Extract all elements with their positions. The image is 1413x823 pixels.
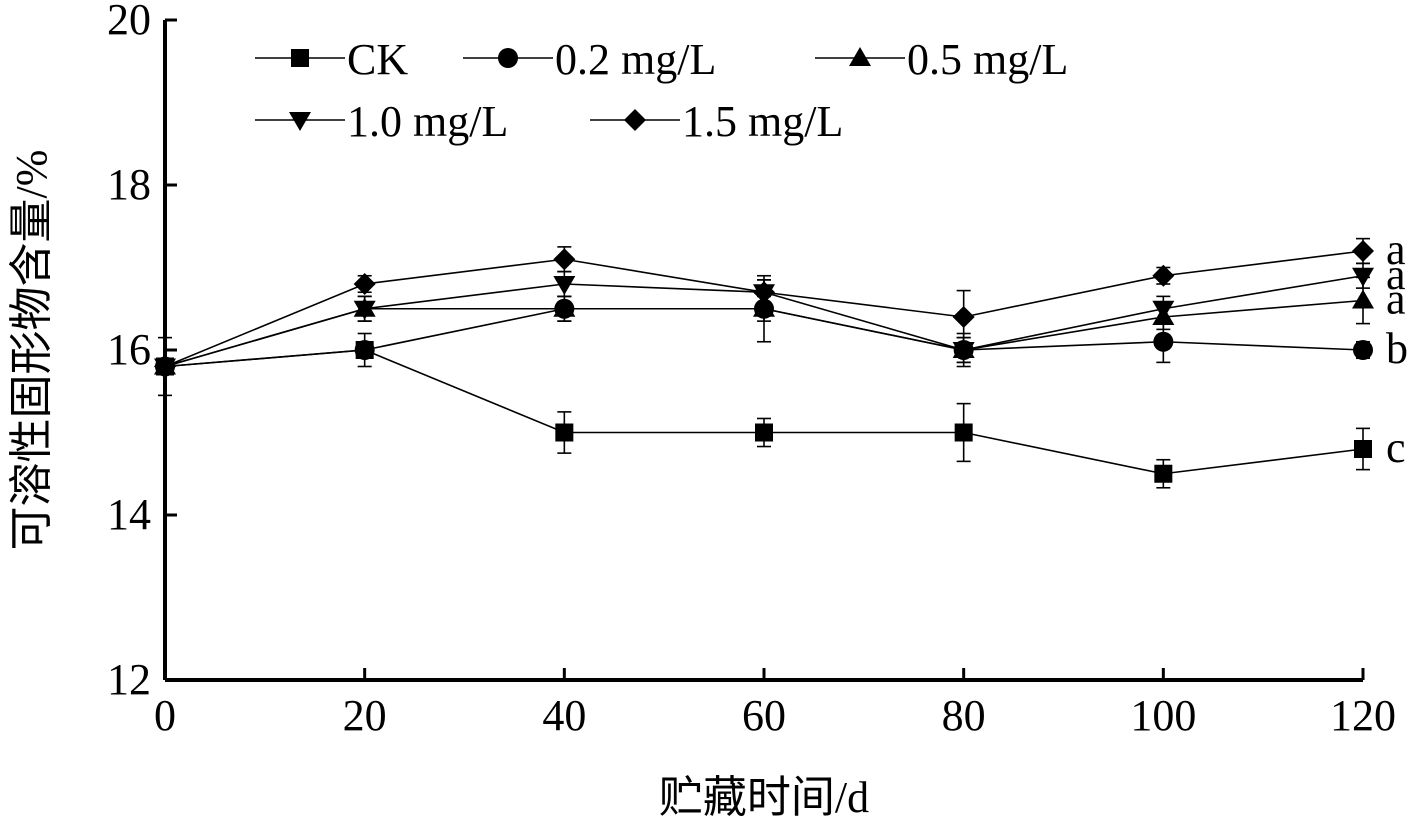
data-point xyxy=(1352,289,1374,309)
data-point xyxy=(1352,267,1374,287)
data-point xyxy=(354,340,375,360)
data-point xyxy=(1354,440,1372,458)
significance-letter: a xyxy=(1386,225,1406,274)
x-tick-label: 120 xyxy=(1330,691,1396,740)
data-point xyxy=(952,342,975,361)
y-tick-label: 14 xyxy=(107,490,151,539)
series-2: b xyxy=(155,274,1408,377)
data-point xyxy=(952,306,975,328)
data-point xyxy=(753,281,775,304)
x-tick-label: 40 xyxy=(542,691,586,740)
x-tick-label: 60 xyxy=(742,691,786,740)
legend-marker xyxy=(624,109,646,131)
series-3: a xyxy=(154,275,1406,375)
y-tick-label: 18 xyxy=(107,160,151,209)
legend-marker xyxy=(291,49,309,67)
data-point xyxy=(1353,340,1373,360)
data-point xyxy=(553,297,576,317)
data-point xyxy=(553,276,576,295)
data-point xyxy=(353,273,376,295)
x-tick-label: 20 xyxy=(343,691,387,740)
significance-letter: a xyxy=(1386,250,1406,299)
legend-item: 1.0 mg/L xyxy=(255,97,508,146)
legend-item: 0.2 mg/L xyxy=(463,35,716,84)
significance-letter: c xyxy=(1386,423,1406,472)
legend-marker xyxy=(498,48,518,68)
significance-letter: a xyxy=(1386,275,1406,324)
data-point xyxy=(353,300,376,320)
legend-label: 0.2 mg/L xyxy=(555,35,716,84)
legend-label: CK xyxy=(347,35,408,84)
data-point xyxy=(1352,240,1374,262)
legend-item: 1.5 mg/L xyxy=(590,97,843,146)
legend-item: CK xyxy=(255,35,408,84)
series-line xyxy=(164,349,1364,475)
data-point xyxy=(154,355,176,378)
x-tick-label: 100 xyxy=(1130,691,1196,740)
legend-marker xyxy=(289,112,311,131)
y-axis-title: 可溶性固形物含量/% xyxy=(7,150,56,551)
data-point xyxy=(1153,331,1174,352)
x-tick-label: 80 xyxy=(942,691,986,740)
series-1: c xyxy=(156,332,1406,489)
data-point xyxy=(755,423,773,442)
series-5: a xyxy=(154,225,1406,378)
legend-label: 1.0 mg/L xyxy=(347,97,508,146)
x-tick-label: 0 xyxy=(154,691,176,740)
y-tick-label: 20 xyxy=(107,0,151,44)
legend-marker xyxy=(849,47,871,66)
y-tick-label: 12 xyxy=(107,655,151,704)
legend-label: 1.5 mg/L xyxy=(682,97,843,146)
x-axis-title: 贮藏时间/d xyxy=(659,773,869,822)
y-tick-label: 16 xyxy=(107,325,151,374)
data-point xyxy=(553,248,576,271)
data-point xyxy=(1152,264,1175,287)
data-point xyxy=(1152,300,1175,320)
ticks: 0 20 40 60 80 100 120 12 14 16 18 20 xyxy=(107,0,1396,740)
legend-item: 0.5 mg/L xyxy=(815,35,1068,84)
data-point xyxy=(954,423,973,442)
data-point xyxy=(1154,464,1173,483)
data-point xyxy=(555,423,574,442)
legend-label: 0.5 mg/L xyxy=(907,35,1068,84)
legend: CK 0.2 mg/L 0.5 mg/L 1.0 mg/L 1.5 mg/L xyxy=(255,35,1068,146)
data-point xyxy=(753,297,775,317)
significance-letter: b xyxy=(1386,324,1408,373)
